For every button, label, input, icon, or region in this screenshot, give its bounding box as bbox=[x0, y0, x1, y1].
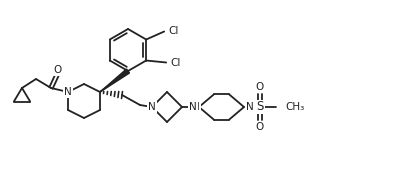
Text: N: N bbox=[148, 102, 156, 112]
Text: Cl: Cl bbox=[168, 26, 178, 35]
Text: S: S bbox=[256, 101, 264, 114]
Text: N: N bbox=[246, 102, 254, 112]
Text: N: N bbox=[189, 102, 197, 112]
Polygon shape bbox=[100, 69, 129, 92]
Text: Cl: Cl bbox=[170, 58, 180, 68]
Text: O: O bbox=[54, 65, 62, 75]
Text: O: O bbox=[256, 122, 264, 132]
Text: CH₃: CH₃ bbox=[285, 102, 304, 112]
Text: N: N bbox=[192, 102, 200, 112]
Text: N: N bbox=[64, 87, 72, 97]
Text: O: O bbox=[256, 82, 264, 92]
